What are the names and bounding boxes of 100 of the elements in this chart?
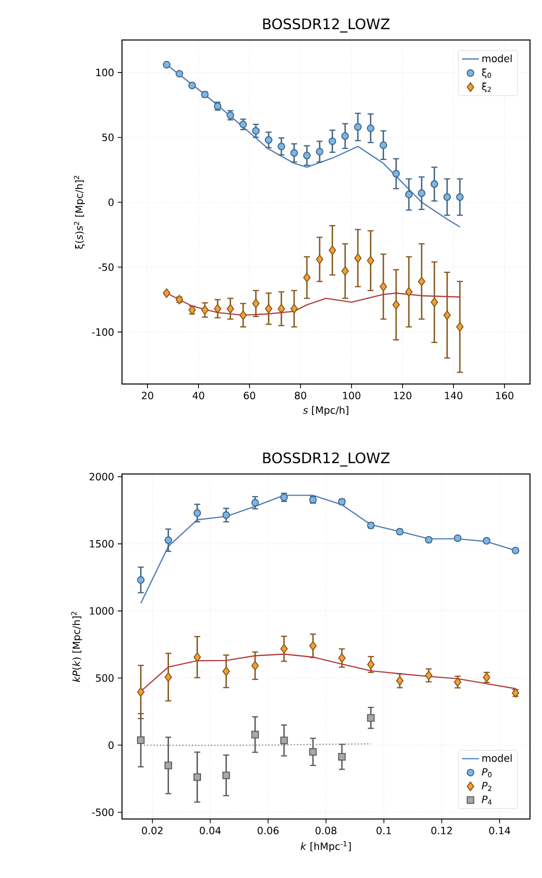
point [264, 136, 272, 144]
point [290, 304, 298, 314]
point [239, 310, 247, 320]
x-tick-label: 160 [496, 392, 514, 400]
x-tick-label: 0.06 [258, 826, 279, 834]
point [316, 254, 324, 264]
point [280, 644, 288, 654]
y-tick-label: -50 [98, 263, 114, 271]
point [252, 298, 260, 308]
y-tick-label: -100 [92, 328, 114, 336]
point [456, 193, 464, 201]
point [176, 70, 184, 78]
x-tick-label: 140 [445, 392, 462, 400]
point [193, 509, 202, 517]
point [303, 272, 311, 282]
legend-label: model [482, 54, 512, 62]
chart-title: BOSSDR12_LOWZ [263, 452, 390, 466]
point [251, 498, 259, 507]
point [328, 137, 336, 146]
legend-label: P$_{2}$ [482, 782, 492, 791]
point [354, 253, 362, 263]
point [137, 736, 145, 744]
legend-label: model [482, 754, 512, 762]
point [222, 772, 230, 780]
point [443, 193, 451, 201]
legend-label: P$_{0}$ [482, 768, 492, 778]
point [164, 536, 172, 544]
x-tick-label: 0.02 [142, 826, 162, 834]
point [194, 652, 201, 662]
legend-label: ξ$_{0}$ [482, 68, 492, 78]
point [430, 297, 438, 307]
point [380, 141, 388, 149]
point [280, 736, 288, 744]
y-tick-label: 2000 [90, 472, 114, 480]
point [392, 170, 400, 178]
point [222, 511, 230, 519]
x-tick-label: 0.14 [489, 826, 510, 834]
y-tick-label: 50 [102, 134, 114, 142]
point [162, 60, 170, 68]
x-tick-label: 0.1 [376, 826, 391, 834]
y-tick-label: 1500 [90, 540, 114, 548]
legend-label: P$_{4}$ [482, 796, 492, 805]
point [338, 753, 346, 761]
x-tick-label: 0.08 [316, 826, 336, 834]
point [380, 282, 388, 292]
point [222, 666, 230, 676]
point [354, 123, 362, 131]
point [239, 120, 247, 128]
point [162, 288, 170, 298]
point [193, 773, 202, 781]
point [137, 687, 145, 697]
x-tick-label: 20 [142, 392, 154, 400]
point [341, 266, 349, 276]
point [137, 576, 145, 584]
y-tick-label: 100 [96, 68, 114, 76]
y-tick-label: 1000 [90, 607, 114, 615]
point [226, 304, 234, 314]
y-tick-label: 500 [96, 674, 114, 682]
x-tick-label: 0.04 [200, 826, 221, 834]
x-tick-label: 120 [394, 392, 412, 400]
x-tick-label: 40 [192, 392, 204, 400]
point [164, 762, 172, 770]
point [251, 730, 259, 738]
legend-label: ξ$_{2}$ [482, 82, 491, 92]
point [418, 276, 426, 286]
point [328, 246, 336, 256]
y-tick-label: 0 [108, 198, 114, 206]
point [316, 148, 324, 156]
point [418, 189, 426, 197]
point [290, 149, 298, 157]
point [341, 132, 349, 140]
point [214, 304, 222, 314]
y-axis-title: ξ(s)s$^{2}$ [Mpc/h]$^{2}$ [74, 176, 85, 249]
y-tick-label: 0 [108, 741, 114, 749]
x-tick-label: 100 [343, 392, 360, 400]
point [425, 670, 432, 680]
point [405, 287, 413, 297]
y-tick-label: -500 [92, 808, 114, 816]
x-axis-title: k [hMpc$^{-1}$] [300, 841, 351, 852]
point [164, 672, 172, 682]
x-axis-title: s [Mpc/h] [303, 406, 348, 416]
x-tick-label: 80 [294, 392, 306, 400]
point [396, 676, 404, 686]
point [367, 660, 375, 670]
y-axis-title: kP(k) [Mpc/h]$^{2}$ [71, 612, 82, 682]
point [309, 641, 317, 651]
point [366, 124, 374, 132]
point [456, 322, 464, 332]
point [264, 304, 272, 314]
point [338, 653, 346, 663]
point [251, 660, 259, 670]
point [309, 748, 317, 756]
point [278, 304, 286, 314]
point [454, 677, 462, 687]
x-tick-label: 60 [244, 392, 256, 400]
point [252, 127, 260, 135]
point [430, 180, 438, 188]
point [405, 190, 413, 198]
chart-title: BOSSDR12_LOWZ [263, 18, 390, 32]
point [443, 310, 451, 320]
